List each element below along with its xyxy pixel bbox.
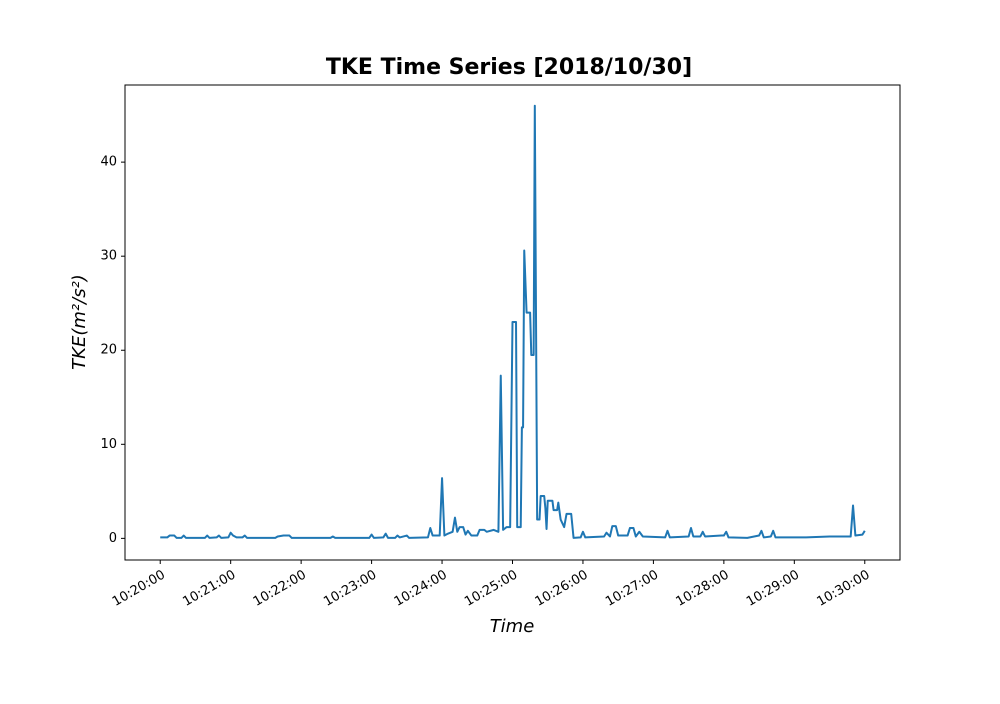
y-tick-label: 10	[100, 437, 117, 452]
y-tick-label: 20	[100, 343, 117, 358]
y-tick-label: 30	[100, 249, 117, 264]
y-tick-label: 0	[109, 531, 117, 546]
chart-title: TKE Time Series [2018/10/30]	[326, 55, 692, 80]
x-axis-label: Time	[490, 616, 535, 637]
y-tick-label: 40	[100, 155, 117, 170]
data-line	[160, 104, 866, 539]
plot-frame	[124, 84, 901, 561]
y-axis-label: TKE(m²/s²)	[69, 274, 90, 370]
